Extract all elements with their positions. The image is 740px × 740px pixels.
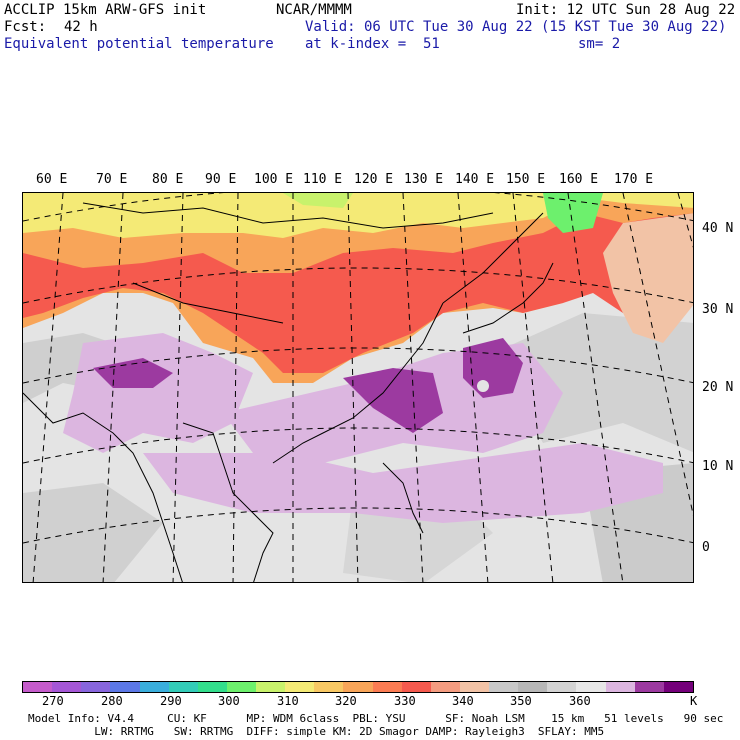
center-name: NCAR/MMMM [276, 2, 352, 18]
theta-e-map [22, 192, 694, 583]
border-himalaya [132, 282, 284, 324]
colorbar-swatch [634, 682, 664, 692]
colorbar-label: 360 [569, 694, 591, 708]
colorbar-swatch [489, 682, 519, 692]
smoothing: sm= 2 [578, 36, 621, 52]
colorbar-swatch [401, 682, 431, 692]
gray-patch [23, 483, 163, 582]
colorbar-swatch [605, 682, 635, 692]
lat-label: 0 [702, 540, 710, 555]
level-index: at k-index = 51 [305, 36, 440, 52]
colorbar-swatch [430, 682, 460, 692]
pink-outflow [603, 213, 693, 343]
colorbar-swatch [197, 682, 227, 692]
yellow-region [23, 193, 693, 238]
lon-label: 80 E [152, 172, 184, 187]
forecast-hours: 42 h [64, 19, 98, 35]
model-info-line1: Model Info: V4.4 CU: KF MP: WDM 6class P… [28, 712, 724, 725]
colorbar-label: 350 [510, 694, 532, 708]
colorbar-label: 300 [218, 694, 240, 708]
lon-label: 60 E [36, 172, 68, 187]
field-name: Equivalent potential temperature [4, 36, 274, 52]
colorbar-swatch [226, 682, 256, 692]
colorbar-label: 320 [335, 694, 357, 708]
colorbar-swatch [256, 682, 286, 692]
colorbar-swatch [663, 682, 693, 692]
colorbar-swatch [52, 682, 82, 692]
colorbar-swatch [139, 682, 169, 692]
colorbar-swatch [547, 682, 577, 692]
colorbar-label: 330 [394, 694, 416, 708]
lon-label: 110 E [303, 172, 343, 187]
border-north [82, 202, 494, 229]
colorbar-label: 310 [277, 694, 299, 708]
coast-japan [462, 262, 554, 334]
coast-india [23, 392, 183, 582]
colorbar-label: 280 [101, 694, 123, 708]
lon-label: 170 E [614, 172, 654, 187]
colorbar-label: 290 [160, 694, 182, 708]
colorbar-swatch [110, 682, 140, 692]
red-core [23, 213, 693, 373]
colorbar [22, 681, 694, 693]
graticule [23, 193, 693, 582]
forecast-label: Fcst: [4, 19, 47, 35]
coast-china [272, 302, 444, 464]
colorbar-swatch [518, 682, 548, 692]
colorbar-swatch [81, 682, 111, 692]
purple-core [343, 368, 443, 433]
lon-label: 140 E [455, 172, 495, 187]
model-title: ACCLIP 15km ARW-GFS init [4, 2, 207, 18]
lon-label: 150 E [506, 172, 546, 187]
lilac-region [63, 333, 253, 453]
lat-label: 40 N [702, 221, 734, 236]
init-time: Init: 12 UTC Sun 28 Aug 22 [516, 2, 736, 18]
lat-label: 10 N [702, 459, 734, 474]
model-info-line2: LW: RRTMG SW: RRTMG DIFF: simple KM: 2D … [28, 725, 605, 738]
colorbar-swatch [343, 682, 373, 692]
lon-label: 120 E [354, 172, 394, 187]
lon-label: 160 E [559, 172, 599, 187]
lon-label: 90 E [205, 172, 237, 187]
lon-label: 70 E [96, 172, 128, 187]
coastlines [23, 202, 554, 582]
colorbar-swatch [23, 682, 53, 692]
lon-label: 100 E [254, 172, 294, 187]
lon-label: 130 E [404, 172, 444, 187]
map-canvas [23, 193, 693, 582]
typhoon-eye [477, 380, 489, 392]
colorbar-swatch [459, 682, 489, 692]
lat-label: 30 N [702, 302, 734, 317]
colorbar-units: K [690, 694, 698, 708]
colorbar-swatch [576, 682, 606, 692]
lat-label: 20 N [702, 380, 734, 395]
valid-time: Valid: 06 UTC Tue 30 Aug 22 (15 KST Tue … [305, 19, 727, 35]
colorbar-label: 270 [42, 694, 64, 708]
coast-korea [442, 212, 544, 304]
colorbar-label: 340 [452, 694, 474, 708]
colorbar-swatch [314, 682, 344, 692]
colorbar-swatch [285, 682, 315, 692]
coast-indochina [182, 422, 274, 582]
colorbar-swatch [372, 682, 402, 692]
coast-philippines [382, 462, 424, 534]
green-patch [283, 193, 353, 208]
colorbar-swatch [168, 682, 198, 692]
green-patch [543, 193, 603, 233]
lon-line [622, 193, 693, 517]
